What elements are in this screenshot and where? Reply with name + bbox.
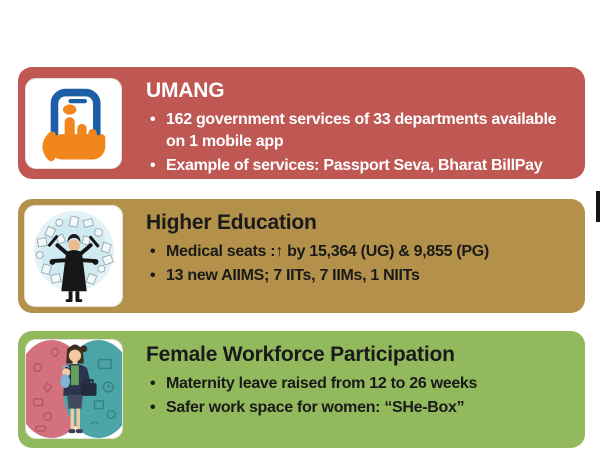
bullet-item: 13 new AIIMS; 7 IITs, 7 IIMs, 1 NIITs [146, 265, 577, 287]
panel-female-workforce-content: Female Workforce Participation Maternity… [146, 331, 577, 421]
panel-higher-education: Higher Education Medical seats :↑ by 15,… [18, 199, 585, 313]
bullet-item: Example of services: Passport Seva, Bhar… [146, 155, 577, 177]
working-mother-illustration [25, 339, 123, 439]
umang-app-logo-icon [25, 78, 122, 169]
panel-higher-education-title: Higher Education [146, 211, 317, 234]
panel-higher-education-bullets: Medical seats :↑ by 15,364 (UG) & 9,855 … [146, 241, 577, 287]
panel-umang-title: UMANG [146, 79, 225, 102]
bullet-item: Medical seats :↑ by 15,364 (UG) & 9,855 … [146, 241, 577, 263]
panel-umang: UMANG 162 government services of 33 depa… [18, 67, 585, 179]
multitasking-graduate-illustration [24, 205, 123, 307]
bullet-item: 162 government services of 33 department… [146, 109, 577, 153]
panel-umang-content: UMANG 162 government services of 33 depa… [146, 67, 577, 179]
panel-female-workforce: Female Workforce Participation Maternity… [18, 331, 585, 448]
bullet-item: Maternity leave raised from 12 to 26 wee… [146, 373, 577, 395]
right-edge-artifact [596, 191, 600, 222]
panel-higher-education-content: Higher Education Medical seats :↑ by 15,… [146, 199, 577, 289]
panel-female-workforce-bullets: Maternity leave raised from 12 to 26 wee… [146, 373, 577, 419]
panel-umang-bullets: 162 government services of 33 department… [146, 109, 577, 177]
bullet-item: Safer work space for women: “SHe-Box” [146, 397, 577, 419]
panel-female-workforce-title: Female Workforce Participation [146, 343, 455, 366]
